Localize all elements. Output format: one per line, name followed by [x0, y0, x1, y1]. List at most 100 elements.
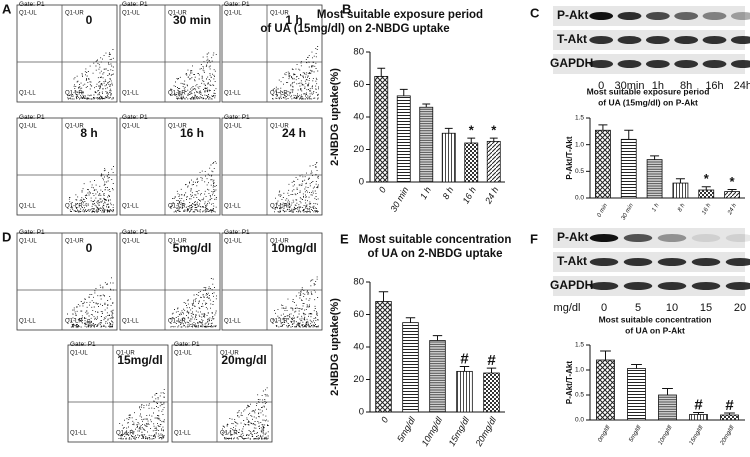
error-bar: [432, 335, 443, 341]
blot-band: [623, 258, 653, 266]
quadrant-label: Q1-LL: [122, 204, 139, 210]
quadrant-label: Q1-LR: [220, 431, 238, 437]
x-tick-label: 1 h: [418, 185, 433, 201]
quadrant-label: Q1-UL: [174, 351, 192, 357]
panel-label: E: [340, 231, 349, 246]
y-tick-label: 0.0: [575, 195, 584, 202]
blot-band: [589, 258, 619, 266]
quadrant-label: Q1-LR: [168, 91, 186, 97]
y-tick-label: 40: [353, 112, 364, 123]
bar: [672, 182, 689, 199]
y-tick-label: 40: [353, 342, 364, 353]
error-bar: [624, 129, 634, 140]
blot-band: [589, 60, 614, 68]
blot-band: [691, 258, 721, 266]
blot-band: [645, 60, 670, 68]
blot-lane-label: 15: [700, 302, 712, 314]
gate-label: Gate: P1: [224, 114, 250, 121]
significance-marker: *: [469, 123, 475, 138]
y-axis-label: 2-NBDG uptake(%): [329, 298, 341, 396]
quadrant-label: Q1-UL: [19, 239, 37, 245]
flow-plot-frame: [119, 117, 221, 216]
blot-band: [725, 234, 750, 242]
quadrant-label: Q1-UR: [116, 351, 135, 357]
error-bar: [422, 103, 431, 108]
quadrant-label: Q1-UR: [65, 239, 84, 245]
quadrant-label: Q1-UR: [270, 239, 289, 245]
blot-band: [730, 36, 750, 44]
y-tick-label: 60: [353, 79, 364, 90]
x-tick-label: 5mg/dl: [628, 424, 643, 443]
blot-lane-label: 1h: [652, 80, 664, 92]
gate-label: Gate: P1: [174, 341, 200, 348]
blot-band: [617, 36, 642, 44]
quadrant-label: Q1-UL: [224, 11, 242, 17]
quadrant-label: Q1-LL: [19, 91, 36, 97]
event-dots: [67, 277, 114, 328]
blot-band: [589, 234, 619, 242]
flow-plot-frame: [221, 232, 323, 331]
x-tick-label: 1 h: [651, 202, 661, 213]
blot-band: [691, 234, 721, 242]
y-tick-label: 0.5: [575, 392, 584, 399]
bar: [698, 189, 715, 199]
blot-band: [617, 60, 642, 68]
quadrant-label: Q1-LL: [70, 431, 87, 437]
gate-label: Gate: P1: [122, 1, 148, 8]
quadrant-label: Q1-LL: [19, 204, 36, 210]
blot-band: [623, 282, 653, 290]
blot-band: [589, 12, 614, 20]
blot-band: [617, 12, 642, 20]
event-dots: [68, 166, 114, 213]
x-tick-label: 5mg/dl: [395, 414, 418, 443]
x-tick-label: 0 min: [596, 202, 609, 218]
error-bar: [631, 364, 642, 369]
y-tick-label: 0.5: [575, 168, 584, 175]
blot-lane-label: 5: [635, 302, 641, 314]
error-bar: [459, 366, 470, 372]
quadrant-label: Q1-UL: [70, 351, 88, 357]
condition-label: 20mg/dl: [221, 353, 266, 367]
condition-label: 0: [86, 13, 93, 27]
blot-band: [645, 12, 670, 20]
bar: [627, 368, 646, 421]
event-dots: [67, 49, 114, 100]
gate-label: Gate: P1: [224, 229, 250, 236]
quadrant-label: Q1-LR: [65, 319, 83, 325]
blot-band: [657, 258, 687, 266]
significance-marker: #: [487, 352, 496, 369]
blot-row-label: T-Akt: [557, 254, 587, 268]
blot-lane-label: 30min: [615, 80, 645, 92]
condition-label: 10mg/dl: [271, 241, 316, 255]
bar: [441, 132, 456, 183]
event-dots: [170, 52, 217, 100]
bar: [658, 394, 677, 421]
blot-band: [623, 234, 653, 242]
y-tick-label: 80: [353, 277, 364, 288]
blot-band: [589, 282, 619, 290]
event-dots: [170, 278, 217, 328]
gate-label: Gate: P1: [19, 229, 45, 236]
panel-label: A: [2, 1, 12, 16]
y-tick-label: 20: [353, 374, 364, 385]
x-tick-label: 30 min: [621, 202, 636, 221]
blot-band: [702, 12, 727, 20]
y-tick-label: 1.0: [575, 367, 584, 374]
flow-plot-frame: [16, 4, 118, 103]
blot-band: [589, 36, 614, 44]
blot-lane-label: 0: [601, 302, 607, 314]
significance-marker: #: [694, 396, 703, 413]
x-tick-label: 24 h: [727, 202, 739, 217]
bar: [620, 138, 637, 199]
blot-band: [657, 234, 687, 242]
x-tick-label: 15mg/dl: [447, 414, 472, 448]
bar: [720, 414, 739, 421]
significance-marker: #: [725, 397, 734, 414]
y-tick-label: 1.5: [575, 342, 584, 349]
condition-label: 30 min: [173, 13, 211, 27]
blot-band: [657, 282, 687, 290]
blot-row-label: P-Akt: [557, 8, 588, 22]
x-tick-label: 10mg/dl: [658, 424, 674, 446]
